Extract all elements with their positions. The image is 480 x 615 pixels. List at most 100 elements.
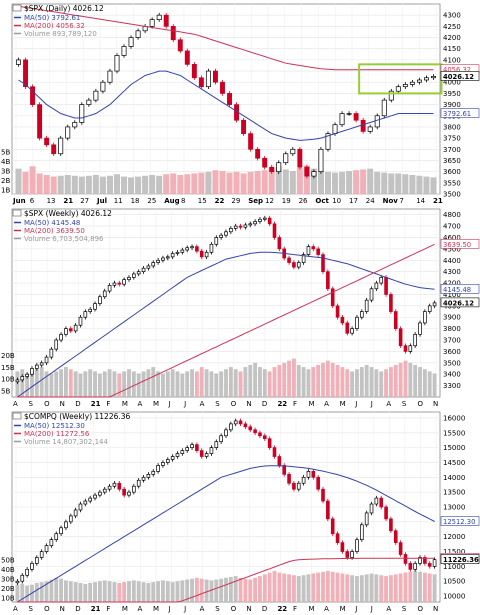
volume-bar	[20, 583, 25, 602]
candle-body	[233, 225, 238, 229]
volume-bar	[350, 371, 355, 397]
volume-bar	[330, 362, 335, 397]
legend-label: MA(50) 3792.61	[24, 14, 80, 22]
y-tick-label: 3950	[443, 90, 461, 98]
x-tick-label: Oct	[315, 197, 329, 205]
x-tick-label: M	[309, 605, 315, 613]
legend-label: MA(200) 3639.50	[24, 227, 85, 235]
volume-bar	[364, 364, 369, 397]
candle-body	[93, 494, 97, 499]
price-tag-text-ma200: 4056.32	[443, 66, 471, 74]
candle-body	[30, 368, 34, 375]
volume-bar	[325, 570, 330, 602]
volume-bar	[345, 369, 350, 397]
candle-body	[398, 328, 403, 347]
candle-body	[15, 379, 20, 383]
volume-bar	[413, 364, 418, 397]
volume-bar	[20, 369, 25, 397]
candle-body	[311, 246, 316, 250]
volume-bar	[127, 369, 131, 397]
candle-body	[408, 563, 413, 570]
price-tag-last	[440, 297, 480, 308]
volume-bar	[54, 577, 59, 602]
x-tick-label: N	[60, 400, 65, 408]
volume-bar	[36, 173, 43, 194]
x-tick-label: J	[168, 400, 171, 408]
price-tag-text-last: 11226.36	[443, 556, 479, 564]
volume-bar	[306, 369, 311, 397]
price-tag-ma50	[440, 108, 480, 118]
volume-bar	[335, 572, 340, 602]
volume-bar	[25, 585, 30, 602]
x-tick-label: S	[29, 605, 34, 613]
candle-body	[177, 39, 183, 52]
candle-body	[243, 423, 248, 428]
candle-body	[20, 376, 25, 381]
candle-body	[258, 218, 262, 222]
volume-bar	[268, 168, 275, 194]
volume-bar	[121, 176, 128, 194]
x-tick-label: Jun	[12, 197, 26, 205]
volume-bar	[136, 581, 141, 602]
volume-bar	[272, 367, 277, 397]
x-tick-label: 27	[80, 197, 89, 205]
volume-bar	[204, 369, 209, 397]
x-tick-label: Jul	[96, 197, 107, 205]
volume-bar	[346, 171, 353, 194]
candle-body	[413, 563, 417, 570]
candle-body	[156, 465, 160, 472]
volume-bar	[30, 371, 34, 397]
candle-body	[248, 223, 253, 226]
candle-body	[107, 70, 113, 83]
candle-body	[59, 527, 63, 535]
price-tag-text-ma50: 4145.48	[443, 286, 471, 294]
candle-body	[44, 545, 49, 552]
x-tick-label: M	[340, 605, 346, 613]
x-tick-label: 21	[91, 605, 101, 613]
candle-body	[321, 254, 325, 273]
volume-bar	[190, 369, 194, 397]
volume-bar	[301, 575, 306, 602]
candle-body	[229, 228, 233, 233]
candle-body	[16, 59, 21, 65]
volume-bar	[303, 165, 310, 194]
candle-body	[306, 246, 311, 255]
volume-bar	[262, 369, 267, 397]
volume-tick-label: 15B	[1, 364, 15, 372]
candle-body	[388, 90, 394, 101]
volume-bar	[163, 174, 170, 194]
candle-body	[282, 465, 287, 475]
volume-bar	[413, 570, 418, 602]
candle-body	[416, 79, 422, 83]
volume-bar	[296, 167, 303, 194]
candle-body	[403, 345, 408, 352]
candle-body	[355, 539, 359, 552]
candle-body	[73, 324, 78, 332]
volume-bar	[64, 175, 71, 194]
volume-bar	[113, 174, 120, 194]
volume-bar	[248, 364, 253, 397]
candle-body	[224, 231, 228, 236]
candle-body	[353, 113, 359, 121]
candle-body	[83, 311, 88, 318]
ma200-line	[17, 243, 435, 398]
x-tick-label: 26	[299, 197, 308, 205]
volume-bar	[339, 171, 346, 194]
x-tick-label: Aug	[164, 197, 179, 205]
candle-body	[102, 290, 107, 298]
volume-bar	[408, 362, 413, 397]
candle-body	[180, 249, 185, 253]
volume-bar	[156, 371, 161, 397]
chart-0-svg: 4300425042004150410040504000395039003850…	[1, 3, 480, 205]
volume-bar	[335, 364, 340, 397]
candle-body	[195, 444, 199, 451]
volume-bar	[403, 360, 408, 397]
volume-bar	[107, 581, 112, 602]
x-tick-label: O	[231, 400, 237, 408]
candle-body	[127, 277, 131, 280]
volume-bar	[122, 371, 127, 397]
candle-body	[39, 362, 44, 366]
x-tick-label: A	[386, 605, 391, 613]
candle-body	[58, 137, 64, 155]
